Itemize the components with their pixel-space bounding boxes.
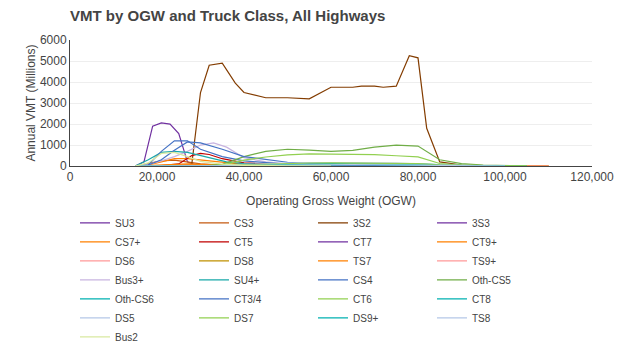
svg-text:DS5: DS5: [115, 313, 135, 324]
svg-text:Annual VMT (Millions): Annual VMT (Millions): [24, 44, 38, 161]
svg-text:DS7: DS7: [234, 313, 254, 324]
svg-text:20,000: 20,000: [139, 170, 176, 184]
svg-text:CT7: CT7: [353, 237, 372, 248]
svg-text:DS6: DS6: [115, 256, 135, 267]
svg-text:6000: 6000: [40, 33, 67, 47]
svg-text:TS8: TS8: [472, 313, 491, 324]
svg-text:CS7+: CS7+: [115, 237, 140, 248]
svg-text:100,000: 100,000: [483, 170, 527, 184]
svg-text:VMT by OGW and Truck Class, Al: VMT by OGW and Truck Class, All Highways: [70, 7, 385, 24]
svg-text:TS7: TS7: [353, 256, 372, 267]
svg-text:CT3/4: CT3/4: [234, 294, 262, 305]
svg-text:SU3: SU3: [115, 218, 135, 229]
svg-text:CT9+: CT9+: [472, 237, 497, 248]
svg-text:5000: 5000: [40, 54, 67, 68]
svg-text:120,000: 120,000: [570, 170, 614, 184]
svg-text:DS9+: DS9+: [353, 313, 378, 324]
svg-text:4000: 4000: [40, 75, 67, 89]
svg-text:40,000: 40,000: [226, 170, 263, 184]
svg-text:80,000: 80,000: [400, 170, 437, 184]
svg-text:CT5: CT5: [234, 237, 253, 248]
svg-text:3S2: 3S2: [353, 218, 371, 229]
svg-text:3000: 3000: [40, 96, 67, 110]
svg-text:3S3: 3S3: [472, 218, 490, 229]
svg-text:Bus2: Bus2: [115, 332, 138, 343]
svg-text:CS4: CS4: [353, 275, 373, 286]
svg-text:0: 0: [67, 170, 74, 184]
svg-text:60,000: 60,000: [313, 170, 350, 184]
svg-text:Bus3+: Bus3+: [115, 275, 144, 286]
svg-text:1000: 1000: [40, 138, 67, 152]
svg-text:TS9+: TS9+: [472, 256, 496, 267]
svg-text:DS8: DS8: [234, 256, 254, 267]
svg-text:Operating Gross Weight (OGW): Operating Gross Weight (OGW): [246, 194, 416, 208]
svg-text:0: 0: [60, 159, 67, 173]
svg-text:CT8: CT8: [472, 294, 491, 305]
svg-text:CT6: CT6: [353, 294, 372, 305]
svg-text:2000: 2000: [40, 117, 67, 131]
svg-text:SU4+: SU4+: [234, 275, 259, 286]
svg-text:CS3: CS3: [234, 218, 254, 229]
svg-text:Oth-CS6: Oth-CS6: [115, 294, 154, 305]
svg-text:Oth-CS5: Oth-CS5: [472, 275, 511, 286]
